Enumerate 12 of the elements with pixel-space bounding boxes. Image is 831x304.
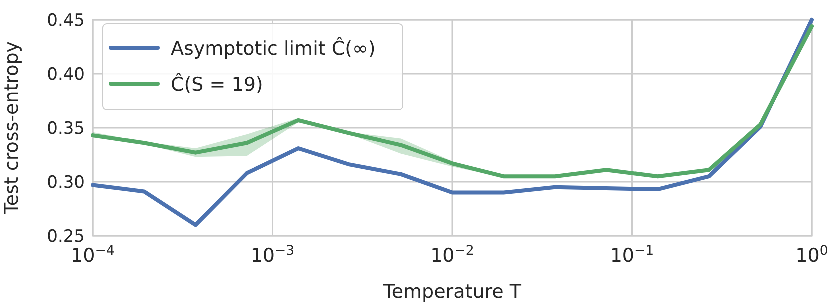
- x-tick-label: 10$^{−1}$: [610, 244, 654, 267]
- legend-label: Asymptotic limit Ĉ(∞): [171, 37, 376, 60]
- y-axis-title: Test cross-entropy: [1, 41, 23, 216]
- x-tick-label: 10$^{−3}$: [250, 244, 295, 267]
- x-tick-label: 10$^{0}$: [796, 244, 828, 267]
- y-tick-label: 0.30: [47, 173, 85, 193]
- x-tick-label: 10$^{−2}$: [430, 244, 474, 267]
- legend-label: Ĉ(S = 19): [171, 73, 264, 96]
- y-tick-label: 0.45: [47, 11, 85, 31]
- y-tick-label: 0.35: [47, 119, 85, 139]
- y-tick-label: 0.40: [47, 65, 85, 85]
- x-axis-title: Temperature T: [382, 281, 522, 303]
